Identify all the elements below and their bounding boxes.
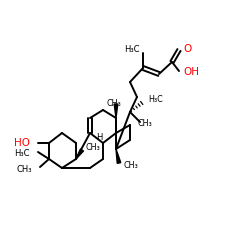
- Text: CH₃: CH₃: [123, 162, 138, 170]
- Text: CH₃: CH₃: [106, 98, 122, 108]
- Polygon shape: [76, 149, 84, 159]
- Polygon shape: [116, 149, 121, 164]
- Text: HO: HO: [14, 138, 30, 148]
- Polygon shape: [114, 104, 118, 118]
- Text: H: H: [96, 132, 102, 141]
- Text: H₃C: H₃C: [124, 46, 140, 54]
- Text: O: O: [183, 44, 191, 54]
- Text: OH: OH: [183, 67, 199, 77]
- Text: H₃C: H₃C: [14, 148, 30, 158]
- Text: CH₃: CH₃: [16, 164, 32, 173]
- Text: CH₃: CH₃: [138, 120, 153, 128]
- Text: CH₃: CH₃: [86, 144, 101, 152]
- Text: H₃C: H₃C: [148, 96, 163, 104]
